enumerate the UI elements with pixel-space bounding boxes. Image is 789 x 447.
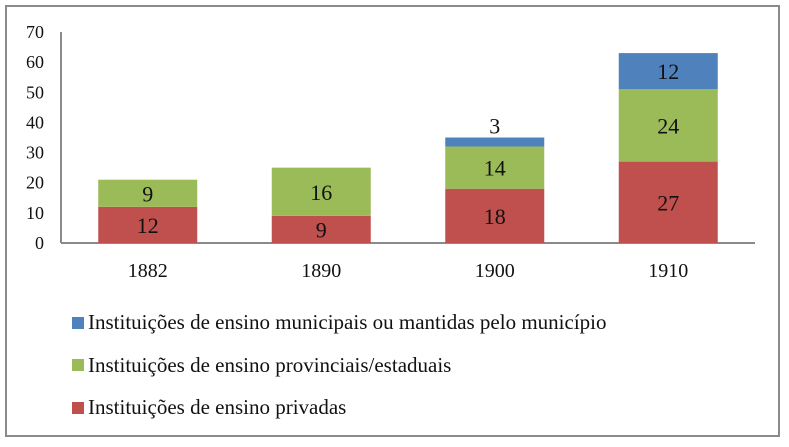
data-label: 16	[310, 180, 332, 205]
legend-swatch	[72, 316, 84, 329]
bar-segment	[271, 167, 371, 216]
bar-segment	[98, 179, 198, 207]
x-tick-label: 1882	[128, 260, 168, 282]
y-tick-label: 0	[35, 233, 44, 253]
data-label: 9	[142, 181, 153, 206]
y-tick-label: 50	[26, 82, 44, 102]
bar-segment	[445, 146, 545, 189]
x-tick-label: 1910	[648, 260, 688, 282]
legend-swatch	[72, 401, 84, 414]
bar-segment	[98, 206, 198, 243]
y-tick-label: 60	[26, 52, 44, 72]
data-label: 9	[316, 217, 327, 242]
legend-label: Instituições de ensino provinciais/estad…	[88, 352, 452, 377]
data-label: 12	[137, 213, 159, 238]
legend-item: Instituições de ensino municipais ou man…	[72, 310, 607, 335]
data-label: 27	[657, 190, 679, 215]
bar-segment	[445, 137, 545, 147]
x-tick-label: 1900	[475, 260, 515, 282]
legend-label: Instituições de ensino municipais ou man…	[88, 310, 607, 334]
chart-frame	[5, 5, 780, 437]
legend-item: Instituições de ensino provinciais/estad…	[72, 353, 451, 378]
stacked-bar-chart: 0 10 20 30 40 50 60 70 1882 12 9 1890 9 16 1900 18 14 3 19…	[26, 22, 755, 282]
y-tick-label: 20	[26, 173, 44, 193]
bar-segment	[618, 53, 718, 90]
data-label: 18	[484, 204, 506, 229]
legend-item: Instituições de ensino privadas	[72, 395, 346, 420]
bar-segment	[618, 89, 718, 162]
x-tick-label: 1890	[301, 260, 341, 282]
y-tick-label: 10	[26, 203, 44, 223]
legend-label: Instituições de ensino privadas	[88, 395, 347, 419]
data-label: 3	[489, 114, 500, 139]
data-label: 12	[657, 59, 679, 84]
legend-swatch	[72, 359, 84, 371]
bar-segment	[445, 188, 545, 243]
bar-segment	[618, 161, 718, 243]
y-tick-label: 30	[26, 143, 44, 163]
bar-segment	[271, 215, 371, 243]
y-tick-label: 70	[26, 22, 44, 42]
data-label: 14	[484, 156, 506, 181]
y-tick-label: 40	[26, 112, 44, 132]
data-label: 24	[657, 113, 679, 138]
